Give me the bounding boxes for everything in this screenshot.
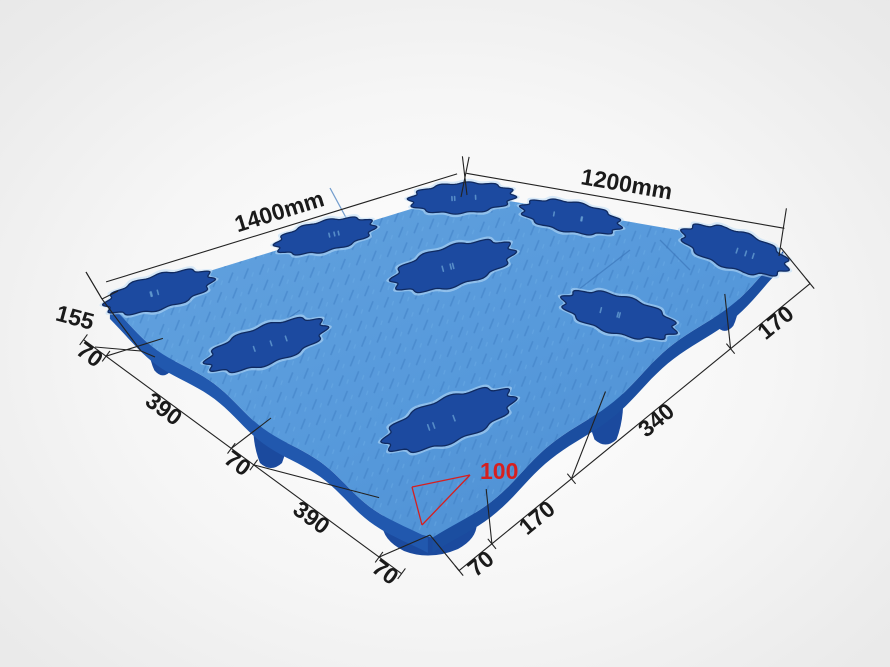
svg-text:390: 390 (288, 496, 334, 540)
svg-text:390: 390 (141, 387, 187, 431)
svg-text:170: 170 (514, 495, 560, 539)
svg-text:70: 70 (368, 554, 404, 590)
svg-text:70: 70 (220, 445, 256, 481)
svg-text:100: 100 (480, 458, 518, 484)
svg-text:70: 70 (72, 336, 108, 372)
svg-text:70: 70 (462, 545, 498, 581)
svg-text:1200mm: 1200mm (579, 163, 674, 204)
svg-text:155: 155 (53, 300, 97, 335)
svg-text:170: 170 (752, 300, 798, 344)
svg-text:340: 340 (633, 398, 679, 442)
